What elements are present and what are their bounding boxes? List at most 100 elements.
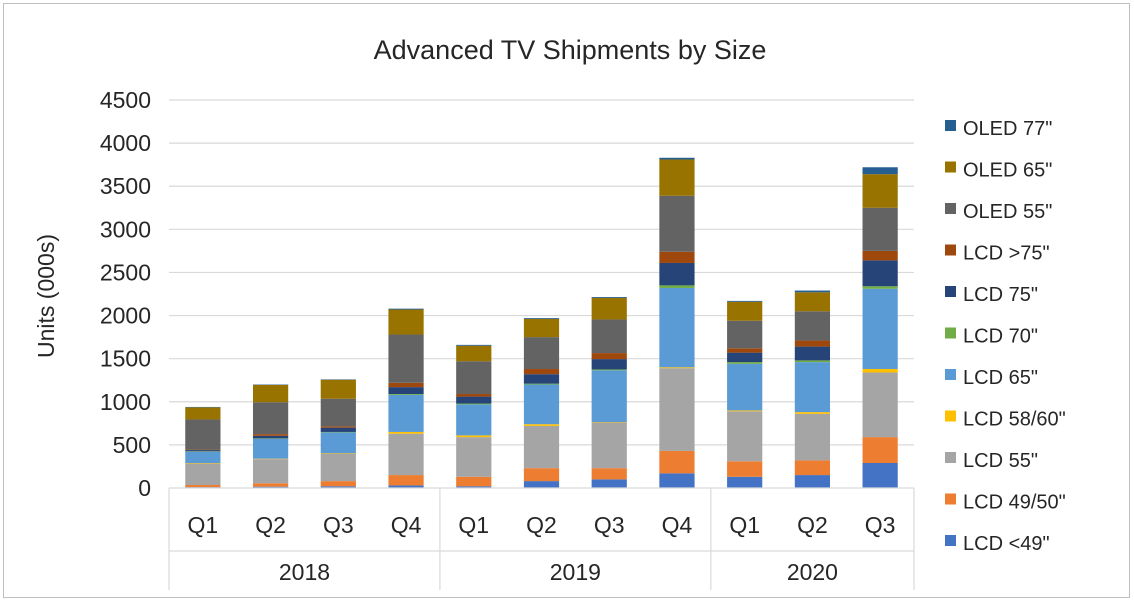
bar-segment (320, 426, 356, 428)
x-axis: Q1 Q2 Q3 Q4 Q1 Q2 Q3 Q4 Q1 Q2 Q3 2018 2019 2020 (168, 487, 915, 590)
bar-segment (591, 359, 627, 370)
legend-label: LCD 55" (963, 450, 1038, 472)
bar-segment (727, 348, 763, 353)
x-tick-label: Q2 (255, 512, 286, 538)
bar-segment (523, 369, 560, 375)
bar-segment (388, 433, 424, 476)
bar-segment (388, 485, 424, 488)
bar-segment (862, 369, 898, 373)
bar-segment (862, 286, 898, 289)
bar-segment (185, 419, 221, 450)
bar-segment (727, 476, 763, 488)
bar-segment (591, 479, 627, 488)
bar-segment (727, 352, 763, 363)
legend-label: OLED 55" (963, 201, 1052, 223)
x-tick-label: Q1 (729, 512, 760, 538)
x-tick-label: Q3 (323, 512, 354, 538)
bar-stacks (185, 157, 898, 488)
bar-segment (862, 167, 898, 175)
bar-segment (456, 394, 492, 397)
legend-swatch (945, 493, 956, 505)
bar-segment (185, 484, 221, 488)
bar-segment (523, 319, 560, 338)
bar-segment (659, 367, 695, 369)
bar-segment (794, 346, 831, 361)
bar-segment (659, 159, 695, 196)
x-tick-label: Q2 (797, 512, 828, 538)
bar-segment (727, 300, 763, 302)
bar-segment (252, 486, 289, 488)
y-tick-label: 4000 (100, 130, 151, 156)
bar-segment (523, 383, 560, 385)
bar-segment (794, 360, 831, 363)
bar-segment (523, 425, 560, 469)
bar-segment (727, 461, 763, 477)
bar-segment (388, 382, 424, 388)
bar-segment (320, 453, 356, 482)
bar-segment (794, 311, 831, 341)
bar-segment (388, 309, 424, 335)
legend-label: LCD >75" (963, 243, 1050, 265)
bar-segment (591, 297, 627, 298)
bar-segment (862, 437, 898, 463)
bar-segment (456, 403, 492, 405)
bar-segment (794, 412, 831, 414)
bar-segment (388, 431, 424, 434)
bar-segment (320, 481, 356, 487)
chart-title: Advanced TV Shipments by Size (374, 35, 767, 65)
bar-segment (185, 463, 221, 485)
x-group-label: 2018 (279, 559, 330, 585)
bar-segment (862, 372, 898, 438)
bar-segment (727, 320, 763, 349)
bar-segment (727, 410, 763, 412)
bar-segment (659, 251, 695, 263)
bar-segment (794, 340, 831, 347)
stacked-bar-chart: Advanced TV Shipments by Size Units (000… (33, 35, 1066, 590)
bar-segment (456, 476, 492, 487)
legend-swatch (945, 161, 956, 173)
x-tick-label: Q3 (594, 512, 625, 538)
legend-swatch (945, 286, 956, 297)
bar-segment (388, 394, 424, 432)
bar-segment (456, 404, 492, 436)
bar-segment (794, 413, 831, 461)
legend-label: OLED 77" (963, 118, 1052, 140)
y-tick-label: 4500 (100, 87, 151, 113)
y-tick-label: 500 (113, 432, 151, 458)
legend-swatch (945, 244, 956, 256)
bar-segment (591, 370, 627, 423)
x-tick-label: Q3 (865, 512, 896, 538)
legend-label: LCD 65" (963, 367, 1038, 389)
bar-segment (659, 368, 695, 451)
bar-segment (456, 345, 492, 362)
bar-segment (456, 435, 492, 438)
bar-segment (862, 260, 898, 287)
y-tick-label: 2500 (100, 259, 151, 285)
x-tick-label: Q1 (458, 512, 489, 538)
bar-segment (659, 473, 695, 488)
y-tick-label: 1000 (100, 389, 151, 415)
bar-segment (523, 468, 560, 482)
x-tick-label: Q1 (188, 512, 219, 538)
legend-swatch (945, 203, 956, 214)
y-tick-label: 1500 (100, 346, 151, 372)
bar-segment (727, 363, 763, 411)
x-group-label: 2020 (787, 559, 838, 585)
bar-segment (252, 402, 289, 435)
bar-segment (862, 462, 898, 488)
legend-swatch (945, 535, 956, 546)
x-tick-label: Q2 (526, 512, 557, 538)
bar-segment (388, 334, 424, 383)
gridlines (169, 99, 914, 446)
y-tick-label: 3000 (100, 216, 151, 242)
bar-segment (659, 450, 695, 474)
legend-swatch (945, 120, 956, 131)
bar-segment (659, 262, 695, 286)
bar-segment (794, 292, 831, 312)
legend-label: LCD 70" (963, 326, 1038, 348)
y-tick-label: 2000 (100, 303, 151, 329)
bar-segment (591, 369, 627, 371)
bar-segment (185, 407, 221, 420)
bar-segment (659, 285, 695, 288)
bar-segment (252, 434, 289, 436)
